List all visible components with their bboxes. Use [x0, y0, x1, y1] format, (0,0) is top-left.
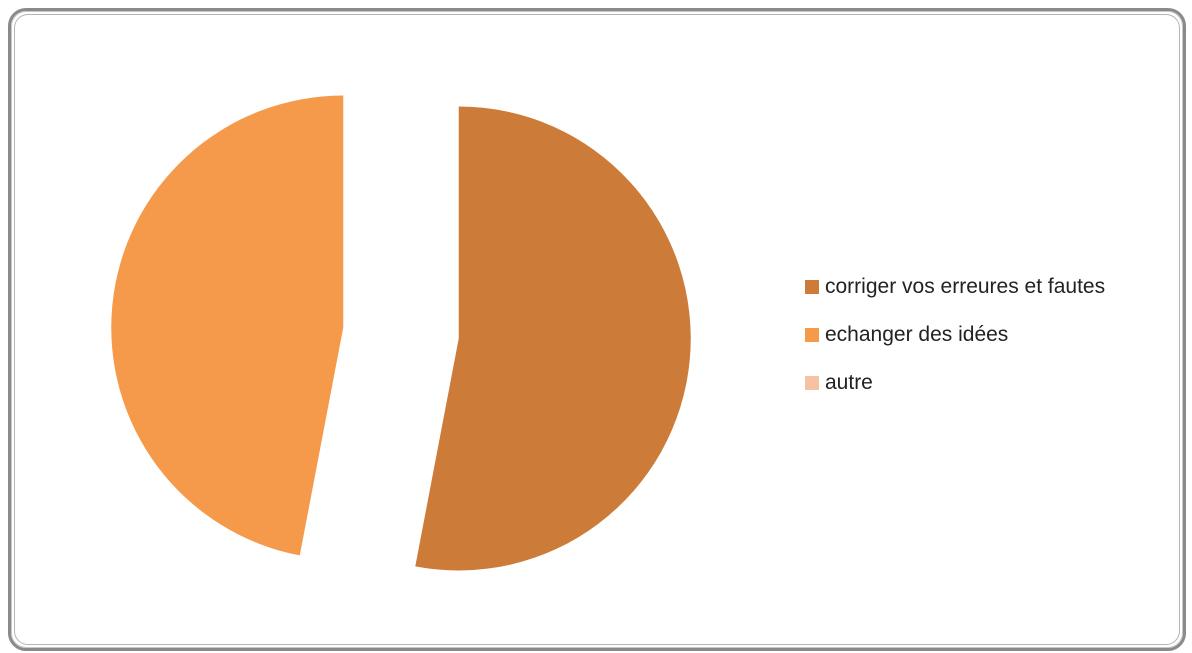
pie-slices: [111, 95, 691, 571]
legend-item-autre: autre: [805, 366, 1105, 414]
legend-swatch: [805, 328, 819, 342]
legend-label: echanger des idées: [825, 323, 1009, 346]
legend-swatch: [805, 376, 819, 390]
pie-slice-0: [415, 106, 691, 571]
legend-label: autre: [825, 371, 873, 394]
legend-item-echanger: echanger des idées: [805, 318, 1105, 366]
legend-item-corriger: corriger vos erreures et fautes: [805, 270, 1105, 318]
legend: corriger vos erreures et fautes echanger…: [805, 270, 1105, 414]
legend-label: corriger vos erreures et fautes: [825, 275, 1106, 298]
pie-slice-1: [111, 95, 344, 556]
legend-swatch: [805, 280, 819, 294]
